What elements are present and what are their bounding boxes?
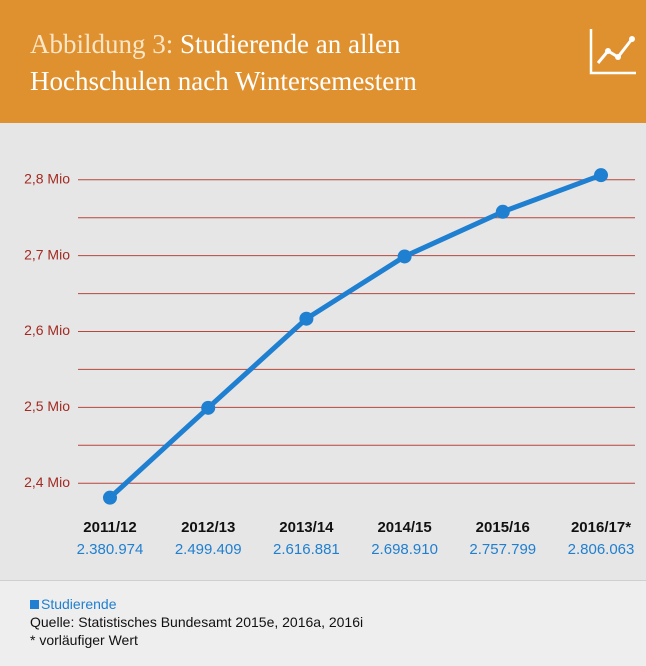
point — [495, 204, 510, 219]
y-tick-label: 2,4 Mio — [24, 474, 70, 490]
chart-title: Abbildung 3: Studierende an allen Hochsc… — [30, 26, 520, 100]
y-tick-label: 2,5 Mio — [24, 398, 70, 414]
chart-icon — [589, 29, 636, 75]
header: Abbildung 3: Studierende an allen Hochsc… — [0, 0, 646, 123]
x-tick-label: 2016/17* — [571, 519, 631, 536]
point — [103, 490, 117, 505]
legend-swatch — [30, 600, 39, 609]
value-label: 2.806.063 — [568, 541, 635, 558]
value-label: 2.757.799 — [469, 541, 536, 558]
point — [397, 249, 412, 264]
x-tick-label: 2011/12 — [83, 519, 136, 536]
x-tick-label: 2012/13 — [181, 519, 235, 536]
title-text: Studierende an allen Hochschulen nach Wi… — [30, 29, 417, 96]
footer: Studierende Quelle: Statistisches Bundes… — [0, 580, 646, 666]
legend-label: Studierende — [41, 596, 117, 612]
point — [201, 400, 216, 415]
y-tick-label: 2,6 Mio — [24, 322, 70, 338]
x-tick-label: 2013/14 — [279, 519, 334, 536]
y-tick-label: 2,8 Mio — [24, 170, 70, 186]
value-label: 2.380.974 — [77, 541, 144, 558]
source: Quelle: Statistisches Bundesamt 2015e, 2… — [30, 614, 364, 630]
value-label: 2.616.881 — [273, 541, 340, 558]
note: * vorläufiger Wert — [30, 632, 138, 648]
x-tick-label: 2015/16 — [476, 519, 530, 536]
y-tick-label: 2,7 Mio — [24, 246, 70, 262]
legend: Studierende — [30, 595, 117, 613]
x-tick-label: 2014/15 — [377, 519, 431, 536]
point — [299, 311, 314, 326]
value-label: 2.499.409 — [175, 541, 242, 558]
line — [108, 172, 602, 500]
title-label: Abbildung 3: — [30, 29, 174, 59]
value-label: 2.698.910 — [371, 541, 438, 558]
point — [594, 168, 608, 183]
